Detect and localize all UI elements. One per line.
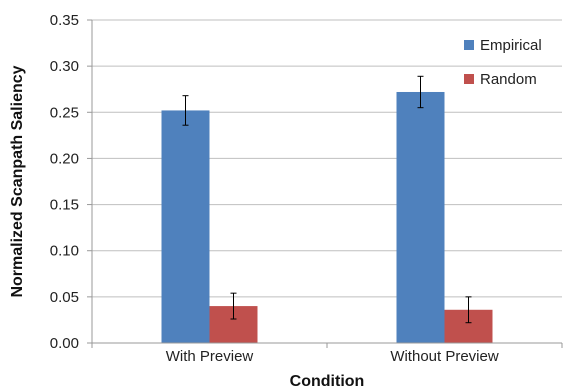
- x-tick-labels: With Preview Without Preview: [166, 348, 499, 365]
- x-axis-title: Condition: [290, 373, 365, 390]
- bar-empirical-2: [396, 91, 445, 344]
- y-axis-title: Normalized Scanpath Saliency: [9, 65, 26, 297]
- bars: [161, 91, 493, 344]
- bar-empirical-1: [161, 110, 210, 343]
- y-tick-label: 0.15: [50, 197, 79, 214]
- y-tick-label: 0.35: [50, 12, 79, 29]
- legend: Empirical Random: [464, 37, 542, 88]
- error-bars: [182, 75, 472, 324]
- legend-swatch-random: [464, 74, 474, 84]
- y-tick-label: 0.25: [50, 104, 79, 121]
- y-tick-label: 0.00: [50, 335, 79, 352]
- legend-label-empirical: Empirical: [480, 37, 542, 54]
- y-tick-label: 0.20: [50, 150, 79, 167]
- y-tick-labels: 0.00 0.05 0.10 0.15 0.20 0.25 0.30 0.35: [50, 12, 79, 352]
- x-tick-label: Without Preview: [390, 348, 499, 365]
- y-tick-label: 0.30: [50, 58, 79, 75]
- legend-swatch-empirical: [464, 40, 474, 50]
- legend-label-random: Random: [480, 71, 537, 88]
- y-tick-label: 0.10: [50, 243, 79, 260]
- x-tick-label: With Preview: [166, 348, 254, 365]
- y-tick-label: 0.05: [50, 289, 79, 306]
- axes: [87, 19, 563, 348]
